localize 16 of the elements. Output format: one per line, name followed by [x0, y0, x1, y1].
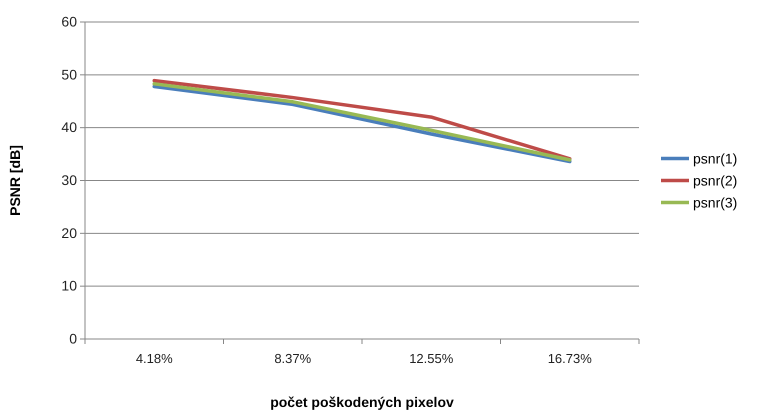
y-tick-label: 50: [61, 66, 78, 82]
y-tick-label: 10: [61, 278, 78, 294]
legend-label: psnr(2): [693, 172, 738, 188]
y-tick-label: 60: [61, 13, 78, 30]
y-tick-label: 20: [61, 224, 78, 241]
legend-label: psnr(1): [693, 150, 738, 166]
legend-label: psnr(3): [693, 194, 738, 210]
x-axis-title: počet poškodených pixelov: [270, 394, 454, 410]
x-tick-label: 12.55%: [409, 350, 454, 366]
y-tick-label: 0: [69, 330, 78, 346]
y-tick-label: 30: [61, 172, 78, 188]
y-axis-title: PSNR [dB]: [7, 145, 23, 216]
x-tick-label: 4.18%: [136, 350, 174, 366]
y-tick-label: 40: [61, 119, 78, 136]
x-tick-label: 8.37%: [274, 350, 312, 366]
x-tick-label: 16.73%: [548, 350, 592, 366]
